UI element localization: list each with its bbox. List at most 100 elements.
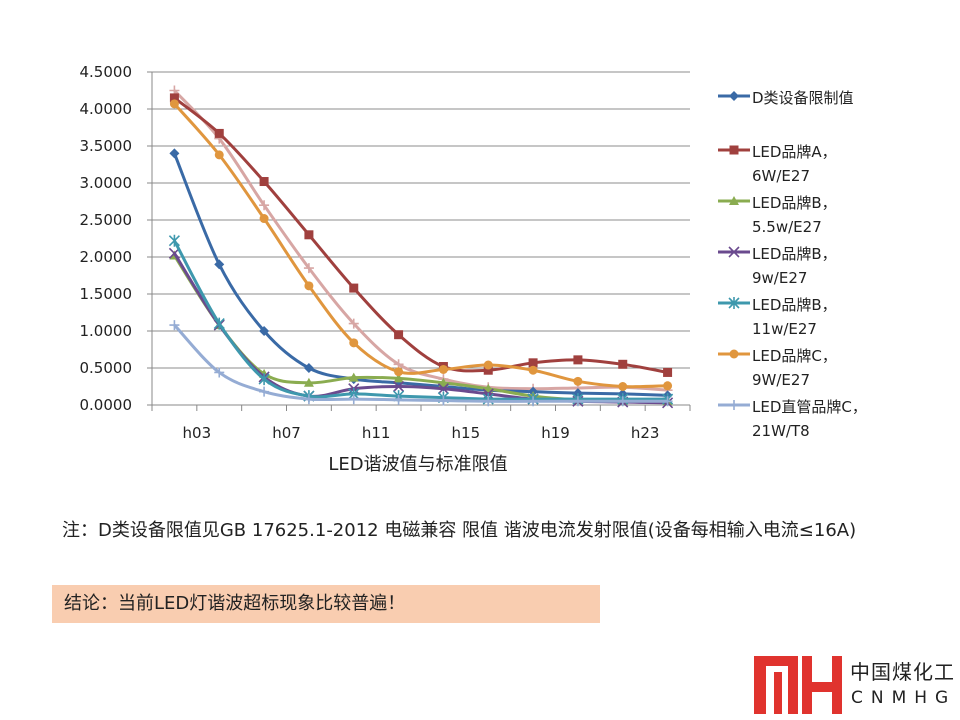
data-point bbox=[349, 338, 359, 348]
data-point bbox=[169, 320, 180, 331]
y-tick-label: 4.0000 bbox=[80, 100, 133, 118]
legend-label: 21W/T8 bbox=[752, 422, 810, 440]
data-point bbox=[483, 360, 493, 370]
data-point bbox=[259, 326, 270, 336]
data-point bbox=[214, 367, 225, 378]
legend-swatch-marker bbox=[729, 196, 739, 205]
data-point bbox=[573, 376, 583, 386]
legend-entry: D类设备限制值 bbox=[718, 89, 854, 107]
data-point bbox=[573, 355, 583, 365]
legend-swatch-marker bbox=[729, 145, 739, 155]
y-tick-label: 4.5000 bbox=[80, 63, 133, 81]
data-point bbox=[169, 93, 179, 103]
data-point bbox=[663, 367, 673, 377]
data-point bbox=[214, 128, 224, 138]
data-point bbox=[394, 330, 404, 340]
data-point bbox=[304, 230, 314, 240]
data-point bbox=[258, 373, 270, 386]
cnmhg-logo-icon bbox=[754, 656, 842, 714]
data-point bbox=[348, 318, 359, 329]
logo-chinese-text: 中国煤化工 bbox=[850, 660, 955, 684]
footnote: 注：D类设备限值见GB 17625.1-2012 电磁兼容 限值 谐波电流发射限… bbox=[62, 520, 857, 541]
legend-label: 9w/E27 bbox=[752, 269, 807, 287]
conclusion-banner: 结论：当前LED灯谐波超标现象比较普遍！ bbox=[52, 585, 600, 623]
legend-swatch-marker bbox=[729, 349, 739, 359]
data-point bbox=[572, 396, 583, 407]
data-point bbox=[437, 383, 449, 395]
data-point bbox=[393, 373, 404, 383]
data-point bbox=[528, 396, 539, 407]
legend-swatch-marker bbox=[728, 246, 740, 258]
data-point bbox=[168, 234, 180, 247]
chart-legend: D类设备限制值 LED品牌A， 6W/E27 LED品牌B，5.5w/E27 LED品牌… bbox=[718, 89, 867, 440]
legend-label: LED品牌A， bbox=[752, 143, 837, 161]
y-tick-label: 1.5000 bbox=[80, 285, 133, 303]
x-tick-label: h03 bbox=[183, 424, 212, 442]
harmonic-line-chart: 0.0000 0.5000 1.0000 1.5000 2.0000 2.5000 3.00… bbox=[80, 63, 867, 475]
data-point bbox=[259, 214, 269, 224]
data-point bbox=[169, 148, 180, 159]
data-point bbox=[393, 394, 404, 405]
data-point bbox=[303, 394, 314, 405]
data-point bbox=[618, 359, 628, 369]
x-tick-label: h11 bbox=[362, 424, 391, 442]
x-axis-label: LED谐波值与标准限值 bbox=[328, 454, 507, 475]
y-tick-label: 0.0000 bbox=[80, 396, 133, 414]
series-group bbox=[169, 85, 673, 396]
legend-label: 9W/E27 bbox=[752, 371, 810, 389]
data-point bbox=[617, 396, 628, 407]
x-tick-label: h15 bbox=[452, 424, 481, 442]
data-point bbox=[303, 363, 314, 373]
legend-swatch-marker bbox=[729, 400, 739, 410]
data-point bbox=[349, 283, 359, 293]
legend-entry: LED品牌B， 5.5w/E27 bbox=[718, 194, 837, 236]
y-tick-label: 0.5000 bbox=[80, 359, 133, 377]
series-group bbox=[169, 93, 673, 377]
data-point bbox=[528, 365, 538, 375]
series-line bbox=[173, 240, 668, 401]
data-point bbox=[438, 364, 448, 374]
x-tick-label: h07 bbox=[272, 424, 301, 442]
x-tick-label: h19 bbox=[541, 424, 570, 442]
legend-label: 11w/E27 bbox=[752, 320, 817, 338]
data-point bbox=[259, 177, 269, 187]
data-point bbox=[303, 263, 314, 274]
data-point bbox=[214, 259, 225, 270]
chart-gridlines bbox=[152, 71, 690, 406]
data-point bbox=[662, 396, 673, 407]
data-point bbox=[483, 396, 494, 407]
data-point bbox=[304, 281, 314, 291]
legend-entry: LED品牌A， 6W/E27 bbox=[718, 143, 837, 185]
series-line bbox=[173, 254, 668, 403]
legend-label: LED直管品牌C， bbox=[752, 398, 867, 416]
legend-entry: LED直管品牌C， 21W/T8 bbox=[718, 398, 867, 440]
legend-label: D类设备限制值 bbox=[752, 89, 854, 107]
x-tick-label: h23 bbox=[631, 424, 660, 442]
chart-series bbox=[168, 85, 674, 409]
data-point bbox=[618, 382, 628, 391]
data-point bbox=[663, 381, 673, 391]
series-group bbox=[169, 99, 673, 391]
y-tick-label: 2.5000 bbox=[80, 211, 133, 229]
logo-english-text: CNMHG bbox=[851, 688, 957, 708]
legend-label: LED品牌C， bbox=[752, 347, 837, 365]
legend-swatch-marker bbox=[729, 91, 739, 101]
data-point bbox=[393, 380, 405, 393]
y-tick-label: 2.0000 bbox=[80, 248, 133, 266]
series-line bbox=[173, 89, 668, 392]
series-group bbox=[169, 250, 673, 406]
data-point bbox=[214, 150, 224, 160]
legend-label: LED品牌B， bbox=[752, 296, 837, 314]
y-tick-label: 3.0000 bbox=[80, 174, 133, 192]
legend-entry: LED品牌C， 9W/E27 bbox=[718, 347, 837, 389]
data-point bbox=[259, 200, 270, 211]
data-point bbox=[213, 317, 225, 330]
data-point bbox=[303, 377, 314, 387]
data-point bbox=[348, 394, 359, 405]
data-point bbox=[438, 377, 449, 387]
y-axis: 0.0000 0.5000 1.0000 1.5000 2.0000 2.5000 3.00… bbox=[80, 63, 153, 414]
data-point bbox=[169, 99, 179, 109]
legend-label: 6W/E27 bbox=[752, 167, 810, 185]
data-point bbox=[394, 367, 404, 377]
data-point bbox=[528, 358, 538, 368]
